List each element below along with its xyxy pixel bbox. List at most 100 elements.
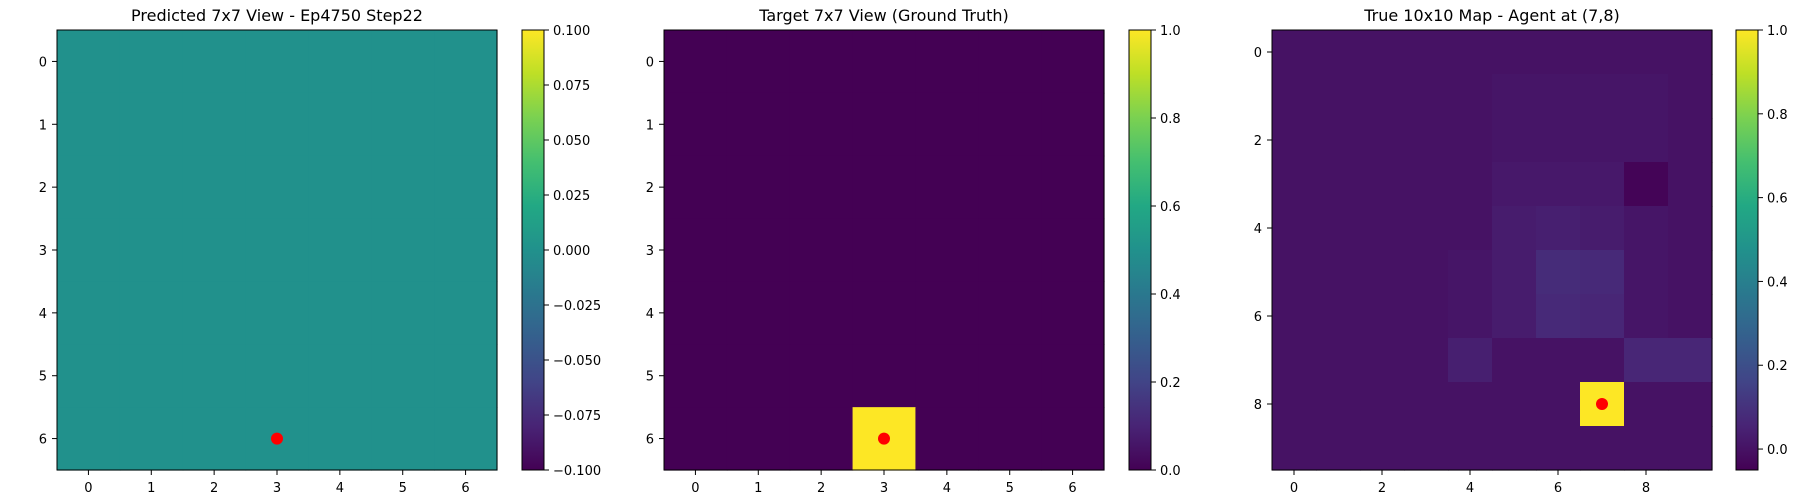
heatmap-cell xyxy=(1624,118,1669,163)
heatmap-cell xyxy=(1580,74,1625,119)
heatmap-cell xyxy=(119,155,184,220)
x-tick-label: 4 xyxy=(1466,481,1474,496)
chart-title: True 10x10 Map - Agent at (7,8) xyxy=(1363,6,1620,25)
heatmap-cell xyxy=(664,344,728,408)
heatmap-cell xyxy=(1404,382,1449,427)
heatmap-cell xyxy=(1492,206,1537,251)
heatmap-cell xyxy=(57,30,121,94)
heatmap-cell xyxy=(1668,338,1713,383)
heatmap-cell xyxy=(1624,294,1669,339)
heatmap-cell xyxy=(1492,162,1537,207)
heatmap-cell xyxy=(1448,250,1493,295)
heatmap-cell xyxy=(308,218,372,283)
colorbar-tick-label: −0.075 xyxy=(553,409,601,424)
heatmap-cell xyxy=(1272,338,1317,383)
colorbar-tick-label: −0.050 xyxy=(553,354,601,369)
colorbar-tick-label: 0.6 xyxy=(1767,192,1788,207)
heatmap-cell xyxy=(308,30,372,94)
heatmap-cell xyxy=(1272,74,1317,119)
heatmap-cell xyxy=(1580,294,1625,339)
colorbar-tick-label: 0.2 xyxy=(1160,376,1181,391)
heatmap-cell xyxy=(1448,74,1493,119)
heatmap-cell xyxy=(789,155,854,220)
heatmap-cell xyxy=(1360,74,1405,119)
heatmap-cell xyxy=(789,344,854,408)
heatmap-cell xyxy=(789,407,854,471)
x-tick-label: 4 xyxy=(943,481,951,496)
heatmap-cell xyxy=(852,30,917,94)
heatmap-cell xyxy=(852,155,917,220)
heatmap-panel-0: Predicted 7x7 View - Ep4750 Step22 0 1 2 3 4 5… xyxy=(39,6,601,496)
colorbar xyxy=(1128,29,1152,471)
heatmap-cell xyxy=(726,344,791,408)
heatmap-cell xyxy=(1536,294,1581,339)
heatmap-cell xyxy=(1624,382,1669,427)
heatmap-cell xyxy=(1316,338,1361,383)
x-tick-label: 8 xyxy=(1642,481,1650,496)
heatmap-cell xyxy=(1492,118,1537,163)
heatmap-cell xyxy=(915,281,979,345)
heatmap-cell xyxy=(1668,74,1713,119)
heatmap-cell xyxy=(1492,250,1537,295)
heatmap-cell xyxy=(664,218,728,283)
heatmap-cell xyxy=(1668,382,1713,427)
heatmap-cell xyxy=(1580,250,1625,295)
colorbar-tick-label: 0.100 xyxy=(553,24,590,39)
heatmap-cell xyxy=(1360,118,1405,163)
heatmap-cell xyxy=(1360,338,1405,383)
heatmap-cell xyxy=(57,92,121,157)
heatmap-cell xyxy=(119,344,184,408)
heatmap-cell xyxy=(57,155,121,220)
heatmap-cell xyxy=(1360,250,1405,295)
heatmap-cell xyxy=(978,281,1042,345)
x-tick-label: 6 xyxy=(461,481,469,496)
heatmap-cell xyxy=(434,407,498,471)
y-tick-label: 2 xyxy=(39,181,47,196)
heatmap-cell xyxy=(664,281,728,345)
heatmap-cell xyxy=(1668,30,1713,75)
heatmap-cell xyxy=(182,281,247,345)
heatmap-cell xyxy=(1668,118,1713,163)
x-tick-label: 4 xyxy=(336,481,344,496)
x-tick-label: 0 xyxy=(84,481,92,496)
heatmap-cell xyxy=(1360,30,1405,75)
heatmap-cell xyxy=(1492,30,1537,75)
y-tick-label: 0 xyxy=(1254,46,1262,61)
heatmap-cell xyxy=(1316,382,1361,427)
heatmap-cell xyxy=(789,92,854,157)
heatmap-cell xyxy=(1448,426,1493,471)
heatmap-panel-1: Target 7x7 View (Ground Truth) 0 1 2 3 4 5 6 0 1 2… xyxy=(646,6,1181,496)
heatmap-cell xyxy=(664,30,728,94)
colorbar-tick-label: 0.0 xyxy=(1160,464,1181,479)
heatmap-cell xyxy=(1492,382,1537,427)
heatmap-cell xyxy=(1316,162,1361,207)
heatmap-cell xyxy=(1624,338,1669,383)
heatmap-cell xyxy=(1404,162,1449,207)
heatmap-cell xyxy=(308,407,372,471)
heatmap-cell xyxy=(1448,118,1493,163)
heatmap-cell xyxy=(1360,426,1405,471)
y-tick-label: 3 xyxy=(646,244,654,259)
heatmap-cell xyxy=(1360,206,1405,251)
heatmap-cell xyxy=(434,281,498,345)
heatmap-cell xyxy=(915,30,979,94)
heatmap-cell xyxy=(245,155,310,220)
heatmap-cell xyxy=(915,155,979,220)
heatmap-cell xyxy=(371,92,435,157)
colorbar-tick-label: 0.8 xyxy=(1160,112,1181,127)
heatmap-cell xyxy=(915,344,979,408)
heatmap-cell xyxy=(245,344,310,408)
colorbar-tick-label: 0.025 xyxy=(553,189,590,204)
heatmap-cell xyxy=(1448,338,1493,383)
colorbar-tick-label: 0.0 xyxy=(1767,443,1788,458)
x-tick-label: 1 xyxy=(147,481,155,496)
heatmap-cell xyxy=(664,155,728,220)
x-tick-label: 3 xyxy=(880,481,888,496)
colorbar-tick-label: 0.000 xyxy=(553,244,590,259)
heatmap-cell xyxy=(1580,162,1625,207)
heatmap-cell xyxy=(1492,74,1537,119)
y-tick-label: 8 xyxy=(1254,398,1262,413)
heatmap-cell xyxy=(371,344,435,408)
heatmap-cell xyxy=(434,218,498,283)
heatmap-cell xyxy=(1668,206,1713,251)
